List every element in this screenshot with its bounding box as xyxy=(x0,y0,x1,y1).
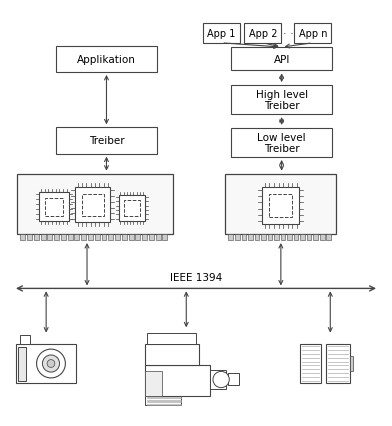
Bar xyxy=(145,344,199,365)
Bar xyxy=(225,174,336,234)
Bar xyxy=(320,234,325,241)
Circle shape xyxy=(42,355,60,372)
Bar xyxy=(39,193,69,222)
Bar xyxy=(135,234,140,241)
Bar xyxy=(81,234,86,241)
Bar xyxy=(129,234,134,241)
Bar xyxy=(326,234,331,241)
Bar xyxy=(350,356,352,371)
Bar xyxy=(27,234,32,241)
Bar xyxy=(248,234,253,241)
Bar xyxy=(54,234,59,241)
Bar xyxy=(142,234,147,241)
Bar xyxy=(147,333,196,344)
Bar xyxy=(34,234,39,241)
Bar xyxy=(307,234,312,241)
Bar xyxy=(231,129,332,158)
Bar xyxy=(18,347,26,381)
Circle shape xyxy=(213,371,229,388)
Bar xyxy=(75,188,111,223)
Bar xyxy=(41,234,45,241)
Bar xyxy=(45,198,63,216)
Bar xyxy=(20,234,25,241)
Bar xyxy=(245,23,281,44)
Bar xyxy=(300,234,305,241)
Text: High level
Treiber: High level Treiber xyxy=(256,89,308,111)
Text: Low level
Treiber: Low level Treiber xyxy=(257,132,306,154)
Bar xyxy=(281,234,285,241)
Bar xyxy=(123,200,140,216)
Bar xyxy=(294,23,331,44)
Bar xyxy=(88,234,93,241)
Bar xyxy=(115,234,120,241)
Bar xyxy=(108,234,113,241)
Bar xyxy=(145,365,210,397)
Bar xyxy=(210,371,226,389)
Bar xyxy=(95,234,100,241)
Text: · ·: · · xyxy=(283,29,294,39)
Text: IEEE 1394: IEEE 1394 xyxy=(170,273,222,282)
Bar xyxy=(313,234,318,241)
Text: API: API xyxy=(274,55,290,65)
Circle shape xyxy=(36,349,65,378)
Text: App 2: App 2 xyxy=(249,29,277,39)
Bar xyxy=(74,234,79,241)
Bar xyxy=(274,234,279,241)
Bar xyxy=(268,234,272,241)
Bar xyxy=(262,187,299,225)
Bar xyxy=(229,234,233,241)
Text: Applikation: Applikation xyxy=(77,55,136,65)
Bar xyxy=(231,86,332,115)
Bar xyxy=(17,174,172,234)
Bar xyxy=(20,336,31,344)
Bar xyxy=(16,344,76,383)
Bar xyxy=(235,234,240,241)
Text: App n: App n xyxy=(299,29,327,39)
Bar xyxy=(122,234,127,241)
Bar xyxy=(287,234,292,241)
Bar xyxy=(326,344,350,383)
Bar xyxy=(163,234,167,241)
Bar xyxy=(228,373,239,386)
Bar xyxy=(102,234,107,241)
Text: App 1: App 1 xyxy=(207,29,236,39)
Bar xyxy=(269,195,292,217)
Bar xyxy=(241,234,246,241)
Bar xyxy=(261,234,266,241)
Bar xyxy=(82,194,104,216)
Text: Treiber: Treiber xyxy=(89,136,124,146)
Bar xyxy=(68,234,73,241)
Bar xyxy=(231,48,332,71)
Bar xyxy=(145,397,181,406)
Bar xyxy=(294,234,298,241)
Bar xyxy=(61,234,66,241)
Bar xyxy=(47,234,52,241)
Bar xyxy=(254,234,259,241)
Bar xyxy=(203,23,240,44)
Bar xyxy=(149,234,154,241)
Bar xyxy=(300,344,321,383)
Bar xyxy=(56,46,157,73)
Bar xyxy=(145,371,162,397)
Bar xyxy=(56,128,157,154)
Bar xyxy=(156,234,161,241)
Bar xyxy=(118,195,145,222)
Circle shape xyxy=(47,360,55,368)
